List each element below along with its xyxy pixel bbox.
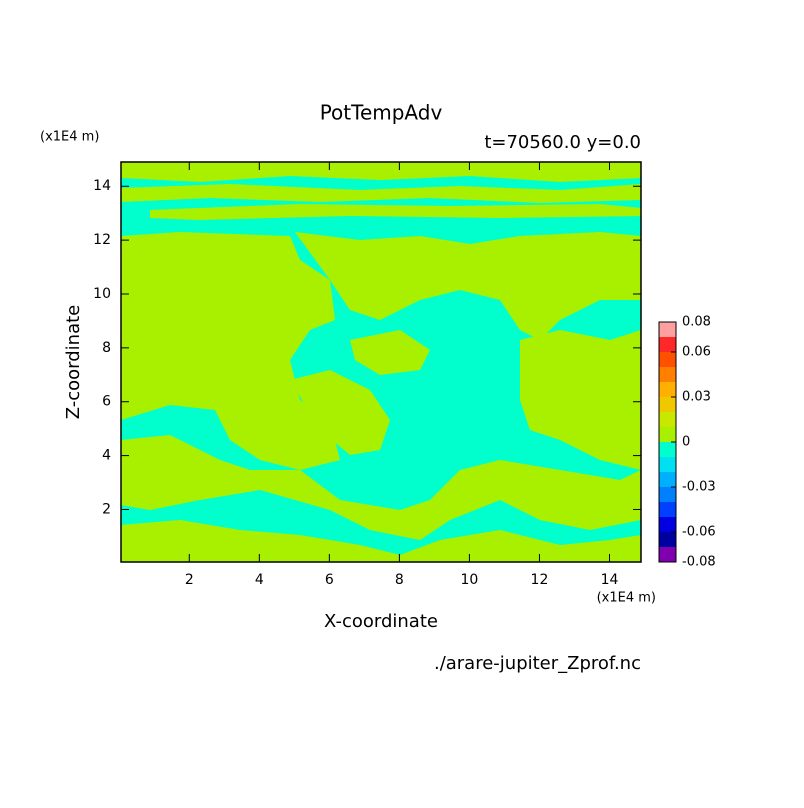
y-tick-label: 6 <box>102 394 111 410</box>
contour-region <box>121 520 641 562</box>
contour-region <box>121 232 340 470</box>
colorbar-swatch <box>659 322 676 337</box>
colorbar-swatch <box>659 397 676 412</box>
x-axis-label: X-coordinate <box>324 611 438 632</box>
x-tick-label: 6 <box>325 572 334 588</box>
contour-region <box>295 232 641 340</box>
colorbar-swatch <box>659 502 676 517</box>
chart-subtitle: t=70560.0 y=0.0 <box>484 132 641 153</box>
contour-region <box>290 370 390 455</box>
colorbar-swatch <box>659 367 676 382</box>
y-tick-label: 10 <box>93 286 111 302</box>
contour-region <box>150 204 641 220</box>
colorbar-swatch <box>659 337 676 352</box>
plot-frame <box>120 161 642 563</box>
y-tick-label: 8 <box>102 340 111 356</box>
colorbar-tick-label: 0.08 <box>682 315 711 330</box>
footer: ./arare-jupiter_Zprof.nc <box>434 653 641 674</box>
x-tick-label: 8 <box>395 572 404 588</box>
x-tick-label: 14 <box>601 572 619 588</box>
colorbar-swatch <box>659 442 676 457</box>
colorbar-swatch <box>659 412 676 427</box>
colorbar-swatch <box>659 382 676 397</box>
colorbar-swatch <box>659 457 676 472</box>
contour-region <box>520 330 641 470</box>
colorbar-tick-label: -0.06 <box>682 525 716 540</box>
colorbar-tick-label: 0.06 <box>682 345 711 360</box>
colorbar-swatch <box>659 532 676 547</box>
y-tick-label: 12 <box>93 232 111 248</box>
chart-title: PotTempAdv <box>320 101 443 125</box>
colorbar-swatch <box>659 547 676 562</box>
x-tick-label: 12 <box>531 572 549 588</box>
x-tick-label: 10 <box>461 572 479 588</box>
contour-regions <box>121 162 641 562</box>
contour-region <box>350 330 430 375</box>
x-tick-label: 4 <box>255 572 264 588</box>
y-tick-label: 2 <box>102 501 111 517</box>
colorbar: 0.08 0.06 0.03 0 -0.03 -0.06 -0.08 <box>658 315 716 570</box>
colorbar-swatch <box>659 487 676 502</box>
x-unit: (x1E4 m) <box>597 591 656 606</box>
y-axis-label: Z-coordinate <box>63 305 84 420</box>
colorbar-tick-label: 0 <box>682 435 690 450</box>
colorbar-swatch <box>659 427 676 442</box>
colorbar-swatch <box>659 352 676 367</box>
contour-region <box>121 435 641 540</box>
colorbar-tick-label: 0.03 <box>682 390 711 405</box>
contour-region <box>121 184 641 203</box>
y-unit: (x1E4 m) <box>40 130 99 145</box>
x-tick-label: 2 <box>185 572 194 588</box>
colorbar-tick-label: -0.08 <box>682 555 716 570</box>
colorbar-tick-label: -0.03 <box>682 480 716 495</box>
colorbar-swatch <box>659 472 676 487</box>
y-tick-label: 4 <box>102 448 111 464</box>
y-tick-label: 14 <box>93 178 111 194</box>
contour-region <box>121 162 641 182</box>
colorbar-swatch <box>659 517 676 532</box>
